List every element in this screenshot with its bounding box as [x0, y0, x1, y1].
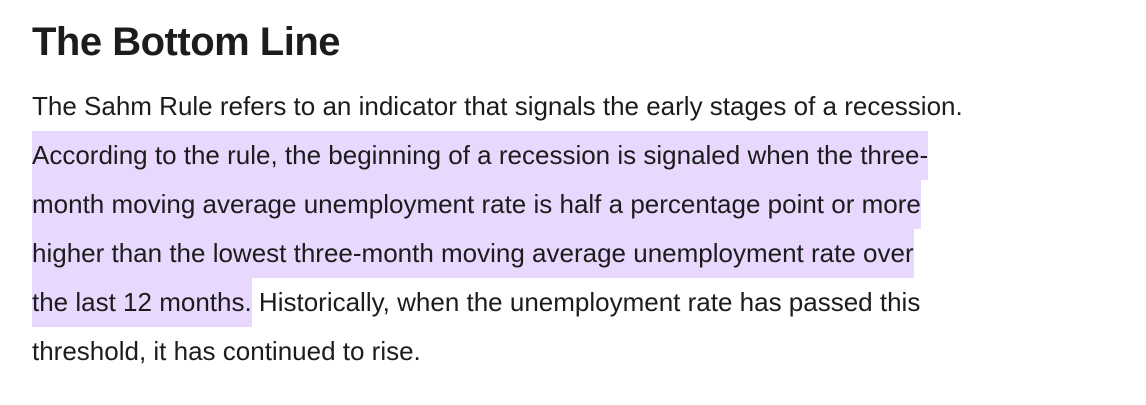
text-line: threshold, it has continued to rise. — [32, 327, 963, 376]
paragraph: The Sahm Rule refers to an indicator tha… — [32, 82, 963, 376]
text-line: higher than the lowest three-month movin… — [32, 229, 963, 278]
text-line: the last 12 months. Historically, when t… — [32, 278, 963, 327]
text: The Sahm Rule refers to an indicator tha… — [32, 91, 963, 121]
text: Historically, when the unemployment rate… — [258, 287, 921, 317]
highlighted-text: According to the rule, the beginning of … — [32, 131, 929, 180]
highlighted-text: the last 12 months. — [32, 278, 252, 327]
text: threshold, it has continued to rise. — [32, 336, 421, 366]
text-line: month moving average unemployment rate i… — [32, 180, 963, 229]
text-line: The Sahm Rule refers to an indicator tha… — [32, 82, 963, 131]
text-line: According to the rule, the beginning of … — [32, 131, 963, 180]
heading: The Bottom Line — [32, 20, 341, 64]
highlighted-text: month moving average unemployment rate i… — [32, 180, 921, 229]
highlighted-text: higher than the lowest three-month movin… — [32, 229, 914, 278]
